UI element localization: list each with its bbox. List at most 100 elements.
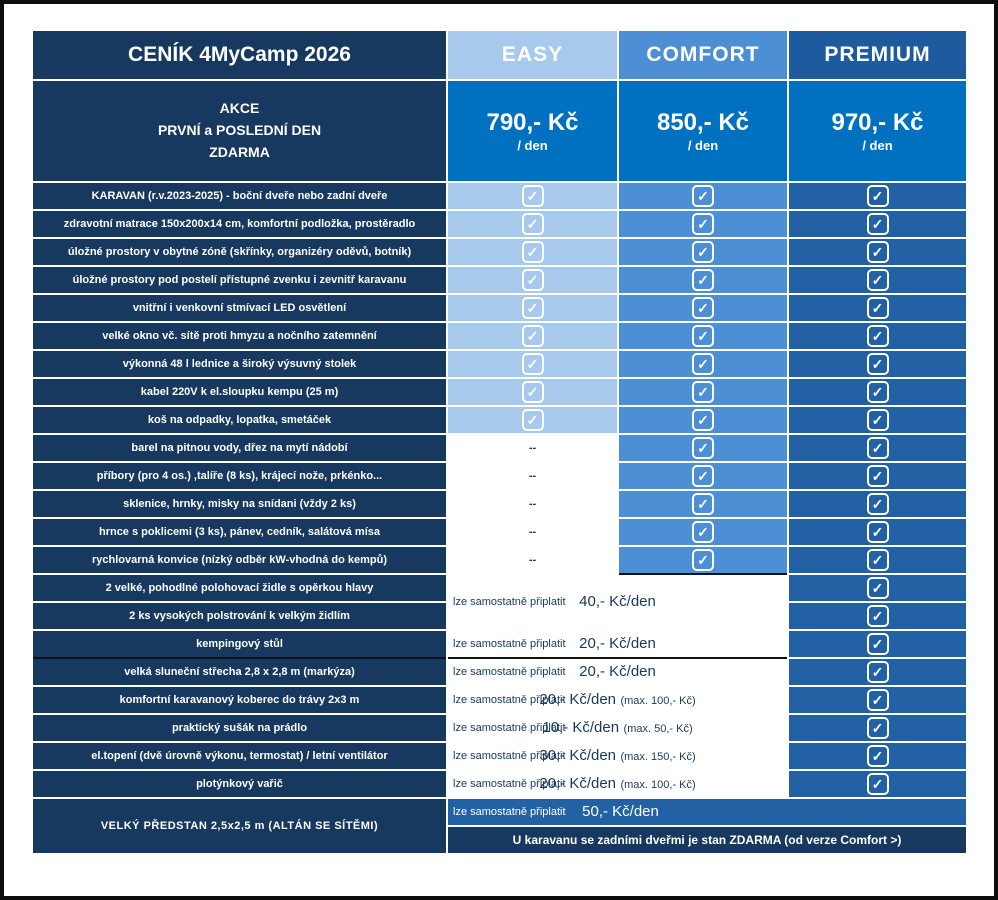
checked-checkbox-icon: ✓: [692, 381, 714, 403]
premium-cell: ✓: [789, 519, 966, 545]
feature-row: výkonná 48 l lednice a široký výsuvný st…: [33, 351, 966, 377]
addon-price: 30,- Kč/den: [539, 747, 617, 764]
feature-label: 2 ks vysokých polstrování k velkým židlí…: [33, 603, 446, 629]
feature-row: 2 ks vysokých polstrování k velkým židlí…: [33, 603, 966, 629]
checked-checkbox-icon: ✓: [692, 325, 714, 347]
checked-checkbox-icon: ✓: [521, 381, 544, 403]
checked-checkbox-icon: ✓: [866, 689, 889, 711]
feature-label: sklenice, hrnky, misky na snídani (vždy …: [33, 491, 446, 517]
checked-checkbox-icon: ✓: [521, 325, 544, 347]
price-premium: 970,- Kč / den: [789, 81, 966, 181]
checked-checkbox-icon: ✓: [866, 745, 889, 767]
comfort-cell: ✓: [619, 211, 787, 237]
addon-cell-cooker: lze samostatně připlatit 20,- Kč/den (ma…: [448, 771, 787, 797]
checked-checkbox-icon: ✓: [692, 465, 714, 487]
easy-not-included: --: [448, 435, 617, 461]
checked-checkbox-icon: ✓: [866, 437, 889, 459]
price-easy-amount: 790,- Kč: [486, 109, 579, 137]
checked-checkbox-icon: ✓: [866, 409, 889, 431]
price-easy-per: / den: [517, 137, 548, 153]
addon-label: lze samostatně připlatit: [453, 778, 566, 790]
addon-price: 20,- Kč/den: [579, 663, 656, 680]
plan-header-comfort: COMFORT: [619, 31, 787, 79]
feature-label: KARAVAN (r.v.2023-2025) - boční dveře ne…: [33, 183, 446, 209]
feature-row: úložné prostory pod postelí přístupné zv…: [33, 267, 966, 293]
feature-row: příbory (pro 4 os.) ,talíře (8 ks), kráj…: [33, 463, 966, 489]
checked-checkbox-icon: ✓: [866, 773, 889, 795]
feature-row: úložné prostory v obytné zóně (skřínky, …: [33, 239, 966, 265]
premium-cell: ✓: [789, 407, 966, 433]
premium-cell: ✓: [789, 323, 966, 349]
checked-checkbox-icon: ✓: [866, 297, 889, 319]
checked-checkbox-icon: ✓: [692, 493, 714, 515]
premium-cell: ✓: [789, 267, 966, 293]
checked-checkbox-icon: ✓: [521, 297, 544, 319]
checked-checkbox-icon: ✓: [866, 493, 889, 515]
feature-label: kempingový stůl: [33, 631, 446, 657]
comfort-cell: ✓: [619, 491, 787, 517]
premium-cell: ✓: [789, 575, 966, 601]
addon-label: lze samostatně připlatit: [453, 596, 566, 608]
premium-cell: ✓: [789, 211, 966, 237]
addon-max: (max. 150,- Kč): [620, 751, 696, 763]
addon-price: 40,- Kč/den: [579, 593, 656, 610]
comfort-cell: ✓: [619, 351, 787, 377]
feature-label: hrnce s poklicemi (3 ks), pánev, cedník,…: [33, 519, 446, 545]
checked-checkbox-icon: ✓: [521, 269, 544, 291]
checked-checkbox-icon: ✓: [866, 465, 889, 487]
feature-row: vnitřní i venkovní stmívací LED osvětlen…: [33, 295, 966, 321]
comfort-cell: ✓: [619, 435, 787, 461]
feature-label: výkonná 48 l lednice a široký výsuvný st…: [33, 351, 446, 377]
comfort-cell: ✓: [619, 267, 787, 293]
easy-not-included: --: [448, 547, 617, 573]
premium-cell: ✓: [789, 771, 966, 797]
addon-cell-chairs: lze samostatně připlatit 40,- Kč/den: [448, 575, 787, 629]
feature-label: VELKÝ PŘEDSTAN 2,5x2,5 m (ALTÁN SE SÍTĚM…: [33, 799, 446, 853]
plan-header-easy: EASY: [448, 31, 617, 79]
checked-checkbox-icon: ✓: [692, 549, 714, 571]
checked-checkbox-icon: ✓: [521, 353, 544, 375]
feature-row: KARAVAN (r.v.2023-2025) - boční dveře ne…: [33, 183, 966, 209]
feature-label: úložné prostory v obytné zóně (skřínky, …: [33, 239, 446, 265]
feature-row: 2 velké, pohodlné polohovací židle s opě…: [33, 575, 966, 629]
checked-checkbox-icon: ✓: [521, 241, 544, 263]
feature-label: praktický sušák na prádlo: [33, 715, 446, 741]
promo-line-1: AKCE: [219, 100, 260, 117]
plan-header-premium: PREMIUM: [789, 31, 966, 79]
addon-cell-dryer: lze samostatně připlatit 10,- Kč/den (ma…: [448, 715, 787, 741]
feature-label: vnitřní i venkovní stmívací LED osvětlen…: [33, 295, 446, 321]
comfort-cell: ✓: [619, 407, 787, 433]
checked-checkbox-icon: ✓: [692, 409, 714, 431]
feature-row: velká sluneční střecha 2,8 x 2,8 m (mark…: [33, 659, 966, 685]
promo-cell: AKCE PRVNÍ a POSLEDNÍ DEN ZDARMA: [33, 81, 446, 181]
checked-checkbox-icon: ✓: [866, 577, 889, 599]
checked-checkbox-icon: ✓: [692, 521, 714, 543]
comfort-cell: ✓: [619, 323, 787, 349]
easy-not-included: --: [448, 491, 617, 517]
feature-row: hrnce s poklicemi (3 ks), pánev, cedník,…: [33, 519, 966, 545]
addon-price: 20,- Kč/den: [539, 691, 617, 708]
comfort-cell: ✓: [619, 547, 787, 573]
price-comfort: 850,- Kč / den: [619, 81, 787, 181]
promo-line-3: ZDARMA: [209, 143, 270, 160]
addon-max: (max. 100,- Kč): [620, 779, 696, 791]
addon-cell-roof: lze samostatně připlatit 20,- Kč/den: [448, 659, 787, 685]
feature-row: komfortní karavanový koberec do trávy 2x…: [33, 687, 966, 713]
price-premium-amount: 970,- Kč: [831, 109, 924, 137]
comfort-cell: ✓: [619, 519, 787, 545]
easy-cell: ✓: [448, 239, 617, 265]
comfort-cell: ✓: [619, 183, 787, 209]
premium-cell: ✓: [789, 183, 966, 209]
feature-label: zdravotní matrace 150x200x14 cm, komfort…: [33, 211, 446, 237]
premium-cell: ✓: [789, 631, 966, 657]
pricing-table: CENÍK 4MyCamp 2026 EASY COMFORT PREMIUM …: [31, 29, 968, 855]
premium-cell: ✓: [789, 687, 966, 713]
feature-label: komfortní karavanový koberec do trávy 2x…: [33, 687, 446, 713]
premium-cell: ✓: [789, 463, 966, 489]
premium-cell: ✓: [789, 239, 966, 265]
price-comfort-amount: 850,- Kč: [656, 109, 750, 137]
addon-max: (max. 100,- Kč): [620, 695, 696, 707]
checked-checkbox-icon: ✓: [866, 353, 889, 375]
addon-cell-tent: lze samostatně připlatit 50,- Kč/den: [448, 799, 966, 825]
price-row: AKCE PRVNÍ a POSLEDNÍ DEN ZDARMA 790,- K…: [33, 81, 966, 181]
